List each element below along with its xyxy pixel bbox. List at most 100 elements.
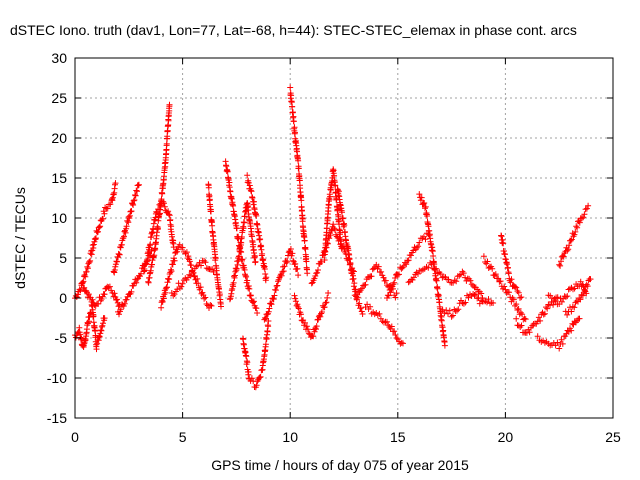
data-point-plus xyxy=(252,258,259,265)
data-point-plus xyxy=(314,269,321,276)
data-point-plus xyxy=(507,279,514,286)
data-point-plus xyxy=(576,315,583,322)
data-point-plus xyxy=(325,290,332,296)
x-tick-label: 20 xyxy=(498,429,514,445)
data-point-plus xyxy=(163,140,170,147)
data-point-plus xyxy=(512,283,519,290)
data-point-plus xyxy=(258,246,265,253)
data-point-plus xyxy=(247,225,254,232)
data-point-plus xyxy=(171,257,178,264)
y-tick-label: -10 xyxy=(47,370,67,386)
data-point-plus xyxy=(95,300,102,307)
data-point-plus xyxy=(210,269,217,275)
data-point-plus xyxy=(299,215,306,222)
data-point-plus xyxy=(243,273,250,280)
data-point-plus xyxy=(165,208,172,215)
data-point-plus xyxy=(352,286,359,293)
y-axis-label: dSTEC / TECUs xyxy=(12,187,28,289)
data-point-plus xyxy=(404,257,411,264)
data-point-plus xyxy=(151,252,158,259)
data-point-plus xyxy=(105,284,112,291)
data-point-plus xyxy=(579,292,586,299)
data-point-plus xyxy=(116,251,123,258)
data-point-plus xyxy=(216,291,223,298)
data-point-plus xyxy=(434,285,441,292)
data-point-plus xyxy=(295,157,302,164)
data-point-plus xyxy=(245,179,252,186)
data-point-plus xyxy=(517,294,523,301)
data-point-plus xyxy=(250,241,257,248)
x-tick-label: 25 xyxy=(605,429,621,445)
data-point-plus xyxy=(341,222,348,229)
axis-ticks: 0 5 10 15 20 25 -15 -10 -5 0 5 10 15 20 25 30 xyxy=(47,50,621,445)
data-point-plus xyxy=(572,228,579,235)
data-point-plus xyxy=(194,275,201,282)
data-point-plus xyxy=(295,165,302,172)
data-point-plus xyxy=(244,172,251,179)
data-point-plus xyxy=(94,229,101,236)
data-point-plus xyxy=(128,208,135,215)
data-point-plus xyxy=(291,124,298,131)
data-point-plus xyxy=(541,310,548,317)
data-point-plus xyxy=(332,226,338,233)
data-point-plus xyxy=(582,206,589,213)
data-point-plus xyxy=(388,323,395,330)
data-point-plus xyxy=(384,318,390,325)
data-point-plus xyxy=(456,272,463,279)
data-point-plus xyxy=(421,200,428,206)
data-point-plus xyxy=(497,278,504,285)
data-point-plus xyxy=(554,294,561,301)
data-point-plus xyxy=(518,322,525,329)
data-point-plus xyxy=(510,296,517,303)
data-point-plus xyxy=(295,272,302,279)
data-point-plus xyxy=(290,118,297,125)
data-point-plus xyxy=(311,328,318,335)
data-point-plus xyxy=(558,258,564,265)
data-point-plus xyxy=(325,208,332,215)
data-point-plus xyxy=(484,258,491,265)
data-point-plus xyxy=(479,295,486,301)
data-point-plus xyxy=(166,212,173,219)
data-point-plus xyxy=(92,236,99,243)
data-point-plus xyxy=(367,303,374,310)
data-point-plus xyxy=(295,305,302,312)
data-point-plus xyxy=(567,237,574,244)
data-point-plus xyxy=(303,323,310,330)
data-point-plus xyxy=(465,294,472,301)
data-point-plus xyxy=(485,296,492,303)
data-point-plus xyxy=(100,215,106,222)
data-point-plus xyxy=(350,275,357,282)
data-point-plus xyxy=(515,289,522,296)
data-point-plus xyxy=(338,245,345,252)
data-point-plus xyxy=(415,270,421,277)
data-point-plus xyxy=(260,256,267,263)
data-point-plus xyxy=(117,244,124,251)
data-point-plus xyxy=(568,236,575,243)
data-point-plus xyxy=(239,256,246,263)
data-point-plus xyxy=(168,223,175,230)
data-point-plus xyxy=(460,300,467,307)
data-point-plus xyxy=(245,368,252,375)
data-point-plus xyxy=(446,307,453,314)
data-point-plus xyxy=(294,301,301,308)
data-point-plus xyxy=(253,212,260,219)
data-point-plus xyxy=(453,278,460,285)
data-point-plus xyxy=(388,286,395,292)
data-point-plus xyxy=(358,285,365,292)
data-point-plus xyxy=(262,315,269,322)
data-point-plus xyxy=(346,255,353,262)
x-tick-label: 5 xyxy=(179,429,187,445)
data-point-plus xyxy=(518,294,525,301)
data-point-plus xyxy=(271,292,278,299)
data-point-plus xyxy=(368,273,375,280)
x-tick-label: 15 xyxy=(390,429,406,445)
data-point-plus xyxy=(167,269,174,276)
data-point-plus xyxy=(274,282,281,289)
data-point-plus xyxy=(583,205,590,212)
data-point-plus xyxy=(489,265,496,272)
data-point-plus xyxy=(236,253,243,260)
data-point-plus xyxy=(168,268,175,275)
data-point-plus xyxy=(321,304,328,311)
data-point-plus xyxy=(247,292,254,299)
data-point-plus xyxy=(100,320,106,327)
